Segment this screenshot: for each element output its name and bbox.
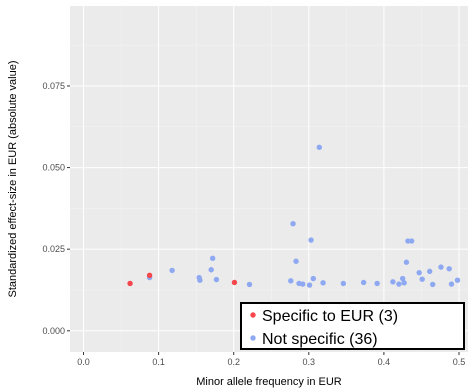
point-not-specific [390, 279, 396, 285]
y-axis-ticks: 0.000 0.025 0.050 0.075 [42, 81, 70, 336]
y-tick-label: 0.050 [42, 163, 65, 173]
point-not-specific [454, 277, 461, 283]
point-not-specific [403, 259, 410, 265]
point-not-specific [427, 268, 433, 275]
x-tick-label: 0.3 [303, 357, 316, 367]
point-specific [146, 272, 153, 278]
point-not-specific [308, 237, 314, 243]
x-tick-label: 0.2 [227, 357, 240, 367]
legend: Specific to EUR (3) Not specific (36) [240, 302, 465, 350]
point-not-specific [306, 282, 313, 288]
point-not-specific [293, 258, 299, 264]
point-not-specific [360, 279, 367, 286]
point-not-specific [320, 280, 326, 286]
point-not-specific [438, 264, 444, 270]
point-specific [127, 280, 133, 287]
point-not-specific [374, 280, 380, 287]
point-not-specific [213, 276, 220, 283]
point-not-specific [197, 277, 203, 283]
x-tick-label: 0.4 [378, 357, 391, 367]
point-not-specific [419, 276, 425, 282]
legend-box [240, 302, 465, 350]
point-not-specific [169, 267, 175, 274]
major-gridlines [70, 6, 468, 352]
x-tick-label: 0.1 [152, 357, 165, 367]
x-tick-label: 0.0 [77, 357, 90, 367]
y-tick-label: 0.025 [42, 244, 65, 254]
point-not-specific [416, 269, 422, 276]
point-not-specific [340, 280, 347, 287]
point-not-specific [396, 281, 402, 287]
x-axis-title: Minor allele frequency in EUR [196, 376, 342, 388]
point-not-specific [310, 275, 317, 282]
point-not-specific [430, 281, 436, 288]
legend-label-specific: Specific to EUR (3) [262, 308, 398, 325]
point-not-specific [290, 221, 296, 227]
point-not-specific [399, 275, 406, 282]
y-tick-label: 0.075 [42, 81, 65, 91]
minor-gridlines [70, 6, 468, 352]
y-tick-label: 0.000 [42, 326, 65, 336]
point-not-specific [446, 266, 452, 272]
point-not-specific [408, 238, 415, 244]
y-axis-title: Standardized effect-size in EUR (absolut… [7, 60, 19, 297]
point-not-specific [316, 144, 323, 151]
point-not-specific [246, 281, 253, 288]
plot-panel [70, 6, 468, 352]
legend-key-specific [250, 312, 256, 318]
point-not-specific [405, 238, 411, 244]
point-not-specific [209, 255, 216, 262]
x-axis-ticks: 0.0 0.1 0.2 0.3 0.4 0.5 [77, 352, 465, 367]
legend-key-not-specific [250, 335, 256, 341]
data-points [127, 144, 461, 288]
point-not-specific [401, 280, 407, 286]
point-not-specific [208, 267, 214, 273]
point-not-specific [448, 281, 455, 287]
point-not-specific [288, 278, 294, 284]
x-tick-label: 0.5 [453, 357, 466, 367]
point-specific [231, 279, 238, 286]
point-not-specific [300, 281, 306, 287]
legend-label-not-specific: Not specific (36) [262, 331, 378, 348]
